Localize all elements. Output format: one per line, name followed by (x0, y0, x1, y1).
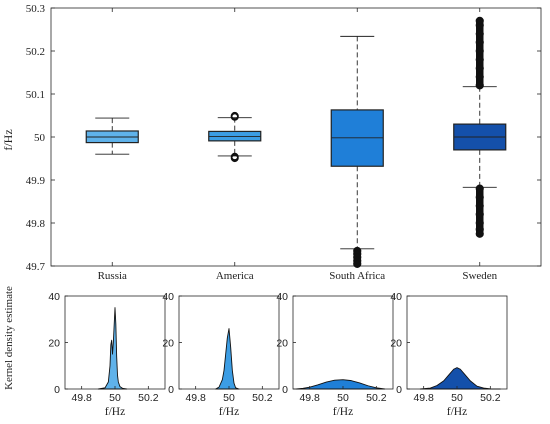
kde-xlabel: f/Hz (447, 406, 467, 418)
outlier-high (475, 55, 484, 64)
boxes (85, 16, 507, 268)
box-sweden (453, 16, 507, 238)
kde-panel-south-africa: 0 20 40 49.8 50 50.2 f/Hz (276, 291, 394, 418)
kde-y-tick-label: 0 (282, 384, 288, 396)
outlier-high (475, 81, 484, 90)
kde-panel-sweden: 0 20 40 49.8 50 50.2 f/Hz (390, 291, 508, 418)
boxplot-ylabel: f/Hz (1, 129, 15, 150)
kde-panels: 0 20 40 49.8 50 50.2 f/Hz 0 20 40 49.8 50 50.2 f/Hz 0 2… (48, 291, 508, 418)
kde-area (97, 307, 128, 390)
kde-x-tick-label: 50.2 (366, 392, 387, 404)
kde-row: Kernel density estimate 0 20 40 49.8 50 50.2 f… (3, 286, 508, 418)
boxplot-panel: f/Hz 49.7 49.8 49.9 50 50.1 50.2 50.3 Russia Am… (1, 3, 542, 282)
outlier-high (475, 29, 484, 38)
outlier-high (230, 111, 239, 120)
kde-y-tick-label: 40 (48, 291, 60, 303)
box-south-africa (330, 35, 384, 268)
kde-x-tick-label: 50 (109, 392, 121, 404)
kde-x-tick-label: 49.8 (185, 392, 206, 404)
kde-x-tick-label: 50.2 (138, 392, 159, 404)
kde-xlabel: f/Hz (219, 406, 239, 418)
kde-y-tick-label: 20 (390, 338, 402, 350)
kde-x-tick-label: 50 (451, 392, 463, 404)
kde-y-tick-label: 20 (162, 338, 174, 350)
outlier-low (475, 210, 484, 219)
kde-panel-america: 0 20 40 49.8 50 50.2 f/Hz (162, 291, 280, 418)
boxplot-xticks: Russia America South Africa Sweden (98, 8, 498, 282)
kde-y-tick-label: 20 (276, 338, 288, 350)
kde-y-tick-label: 40 (276, 291, 288, 303)
x-tick-label: Russia (98, 270, 127, 282)
kde-x-tick-label: 49.8 (71, 392, 92, 404)
outlier-high (475, 64, 484, 73)
kde-y-tick-label: 40 (162, 291, 174, 303)
kde-xlabel: f/Hz (105, 406, 125, 418)
y-tick-label: 49.8 (26, 218, 46, 230)
x-tick-label: Sweden (462, 270, 497, 282)
kde-area (419, 367, 501, 390)
outlier-low (475, 184, 484, 193)
kde-area (295, 379, 386, 390)
box-america (208, 111, 262, 163)
kde-x-tick-label: 50 (223, 392, 235, 404)
y-tick-label: 49.9 (26, 175, 46, 187)
kde-x-tick-label: 49.8 (413, 392, 434, 404)
y-tick-label: 50.2 (26, 46, 45, 58)
kde-xlabel: f/Hz (333, 406, 353, 418)
outlier-high (475, 46, 484, 56)
y-tick-label: 50.1 (26, 89, 45, 101)
kde-y-tick-label: 0 (168, 384, 174, 396)
kde-area (215, 328, 240, 390)
kde-x-tick-label: 50.2 (480, 392, 501, 404)
x-tick-label: South Africa (329, 270, 385, 282)
kde-axes-frame (292, 295, 394, 390)
outlier-low (230, 152, 239, 161)
kde-x-tick-label: 50 (337, 392, 349, 404)
outlier-high (475, 38, 484, 47)
outlier-low (475, 229, 484, 238)
outlier-low (475, 201, 484, 210)
kde-y-tick-label: 20 (48, 338, 60, 350)
boxplot-yticks: 49.7 49.8 49.9 50 50.1 50.2 50.3 (26, 3, 541, 273)
kde-y-tick-label: 40 (390, 291, 402, 303)
outlier-high (475, 72, 484, 81)
y-tick-label: 49.7 (26, 261, 46, 273)
kde-panel-russia: 0 20 40 49.8 50 50.2 f/Hz (48, 291, 166, 418)
y-tick-label: 50 (34, 132, 46, 144)
box-russia (85, 117, 139, 155)
outlier-low (353, 259, 362, 268)
kde-ylabel: Kernel density estimate (3, 286, 15, 390)
outlier-high (475, 16, 484, 25)
kde-x-tick-label: 49.8 (299, 392, 320, 404)
kde-y-tick-label: 0 (396, 384, 402, 396)
y-tick-label: 50.3 (26, 3, 46, 15)
outlier-low (475, 193, 484, 202)
kde-x-tick-label: 50.2 (252, 392, 273, 404)
kde-y-tick-label: 0 (54, 384, 60, 396)
x-tick-label: America (216, 270, 254, 282)
